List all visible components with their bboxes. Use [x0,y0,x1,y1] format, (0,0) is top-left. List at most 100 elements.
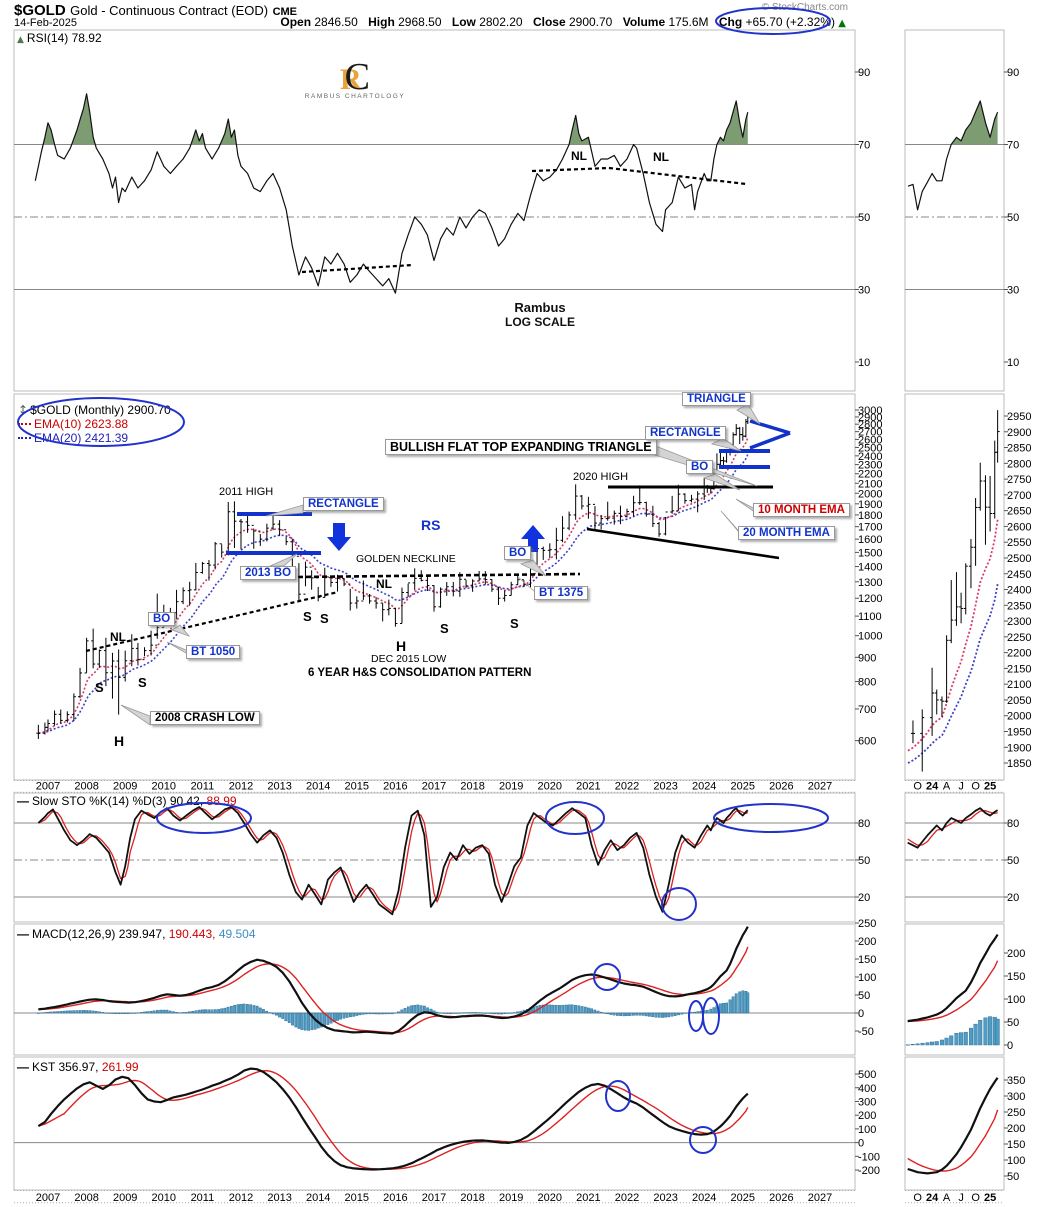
svg-text:300: 300 [858,1096,876,1108]
svg-text:2008: 2008 [74,1192,98,1204]
sto-legend: — Slow STO %K(14) %D(3) 90.42, 88.99 [17,794,237,808]
svg-text:80: 80 [858,818,870,830]
svg-text:2015: 2015 [345,781,369,793]
mini-macd-panel [905,934,1000,1046]
macd-legend: — MACD(12,26,9) 239.947, 190.443, 49.504 [17,927,256,941]
blue-arrows [327,523,545,552]
rsi-legend: ▲ RSI(14) 78.92 [17,31,102,47]
annotation-label-s: S [320,611,329,626]
symbol: $GOLD [14,2,66,19]
svg-text:O: O [913,781,922,793]
svg-text:400: 400 [858,1083,876,1095]
svg-text:25: 25 [984,781,996,793]
svg-text:50: 50 [1007,855,1019,867]
svg-text:100: 100 [1007,994,1025,1006]
svg-text:0: 0 [858,1138,864,1150]
svg-text:2400: 2400 [858,451,882,463]
macd-panel [36,926,750,1035]
svg-text:2022: 2022 [615,781,639,793]
svg-text:100: 100 [858,1124,876,1136]
svg-text:10: 10 [1007,357,1019,369]
svg-text:250: 250 [858,918,876,930]
annotation-label-2020-high: 2020 HIGH [573,471,629,483]
up-triangle-icon: ▲ [838,18,846,29]
ohlc-quote-bar: Open 2846.50 High 2968.50 Low 2802.20 Cl… [273,15,846,29]
svg-text:-100: -100 [858,1151,880,1163]
svg-text:1900: 1900 [1007,742,1031,754]
svg-text:70: 70 [858,140,870,152]
svg-text:-200: -200 [858,1165,880,1177]
callout-bo: BO [686,460,714,474]
svg-text:2800: 2800 [1007,458,1031,470]
svg-text:2015: 2015 [345,1192,369,1204]
svg-text:80: 80 [1007,818,1019,830]
svg-text:500: 500 [858,1069,876,1081]
svg-text:1200: 1200 [858,593,882,605]
svg-text:50: 50 [1007,212,1019,224]
svg-text:1900: 1900 [858,499,882,511]
ema20-marker-icon [18,437,31,439]
macd-hist-value: 49.504 [218,927,256,941]
annotation-label-nl: NL [376,577,392,591]
annotation-label-golden-neckline: GOLDEN NECKLINE [356,553,456,565]
svg-text:2007: 2007 [36,781,60,793]
svg-text:1100: 1100 [858,611,882,623]
svg-text:2016: 2016 [383,781,407,793]
chg-label: Chg [718,15,743,29]
svg-text:2500: 2500 [1007,553,1031,565]
svg-text:200: 200 [858,936,876,948]
svg-text:50: 50 [1007,1017,1019,1029]
svg-text:1850: 1850 [1007,758,1031,770]
panel-borders [13,29,1005,1204]
open-value: 2846.50 [314,15,358,29]
sto-legend-text: Slow STO %K(14) %D(3) 90.42, [32,794,204,808]
sto-d-value: 88.99 [206,794,237,808]
svg-text:2009: 2009 [113,1192,137,1204]
svg-text:800: 800 [858,677,876,689]
exchange: CME [272,6,298,18]
svg-text:70: 70 [1007,140,1019,152]
symbol-name: Gold - Continuous Contract (EOD) [70,3,269,18]
callout-rectangle: RECTANGLE [645,426,726,440]
svg-text:30: 30 [1007,285,1019,297]
svg-text:2024: 2024 [692,781,716,793]
svg-text:2007: 2007 [36,1192,60,1204]
svg-text:2100: 2100 [1007,679,1031,691]
svg-text:J: J [958,1192,964,1204]
ema10-marker-icon [18,423,31,425]
svg-text:0: 0 [1007,1040,1013,1052]
annotation-label-s: S [440,621,449,636]
svg-text:2700: 2700 [1007,490,1031,502]
kst-legend-text: KST 356.97, [32,1060,99,1074]
high-label: High [368,15,395,29]
svg-text:2024: 2024 [692,1192,716,1204]
close-value: 2900.70 [568,15,613,29]
svg-text:2250: 2250 [1007,632,1031,644]
up-arrow [521,525,545,552]
annotation-label-h: H [114,733,125,749]
svg-text:2700: 2700 [858,427,882,439]
chart-title: $GOLD Gold - Continuous Contract (EOD) C… [14,2,297,20]
down-arrow [327,523,351,551]
svg-text:2023: 2023 [653,1192,677,1204]
svg-text:2450: 2450 [1007,569,1031,581]
svg-text:2017: 2017 [422,781,446,793]
svg-text:1600: 1600 [858,534,882,546]
svg-text:2008: 2008 [74,781,98,793]
svg-text:2100: 2100 [858,478,882,490]
annotation-label-h: H [396,638,407,654]
svg-text:2010: 2010 [152,1192,176,1204]
svg-text:2021: 2021 [576,1192,600,1204]
low-value: 2802.20 [479,15,523,29]
area-chart-icon: ▲ [17,35,24,45]
price-legend: ↕ $GOLD (Monthly) 2900.70 EMA(10) 2623.88… [18,403,171,445]
svg-text:50: 50 [1007,1171,1019,1183]
svg-text:1300: 1300 [858,577,882,589]
line-marker-icon: — [17,794,29,808]
svg-text:2013: 2013 [267,1192,291,1204]
svg-text:2750: 2750 [1007,474,1031,486]
svg-text:2300: 2300 [858,460,882,472]
ema20-legend: EMA(20) 2421.39 [34,431,129,445]
svg-text:20: 20 [1007,892,1019,904]
